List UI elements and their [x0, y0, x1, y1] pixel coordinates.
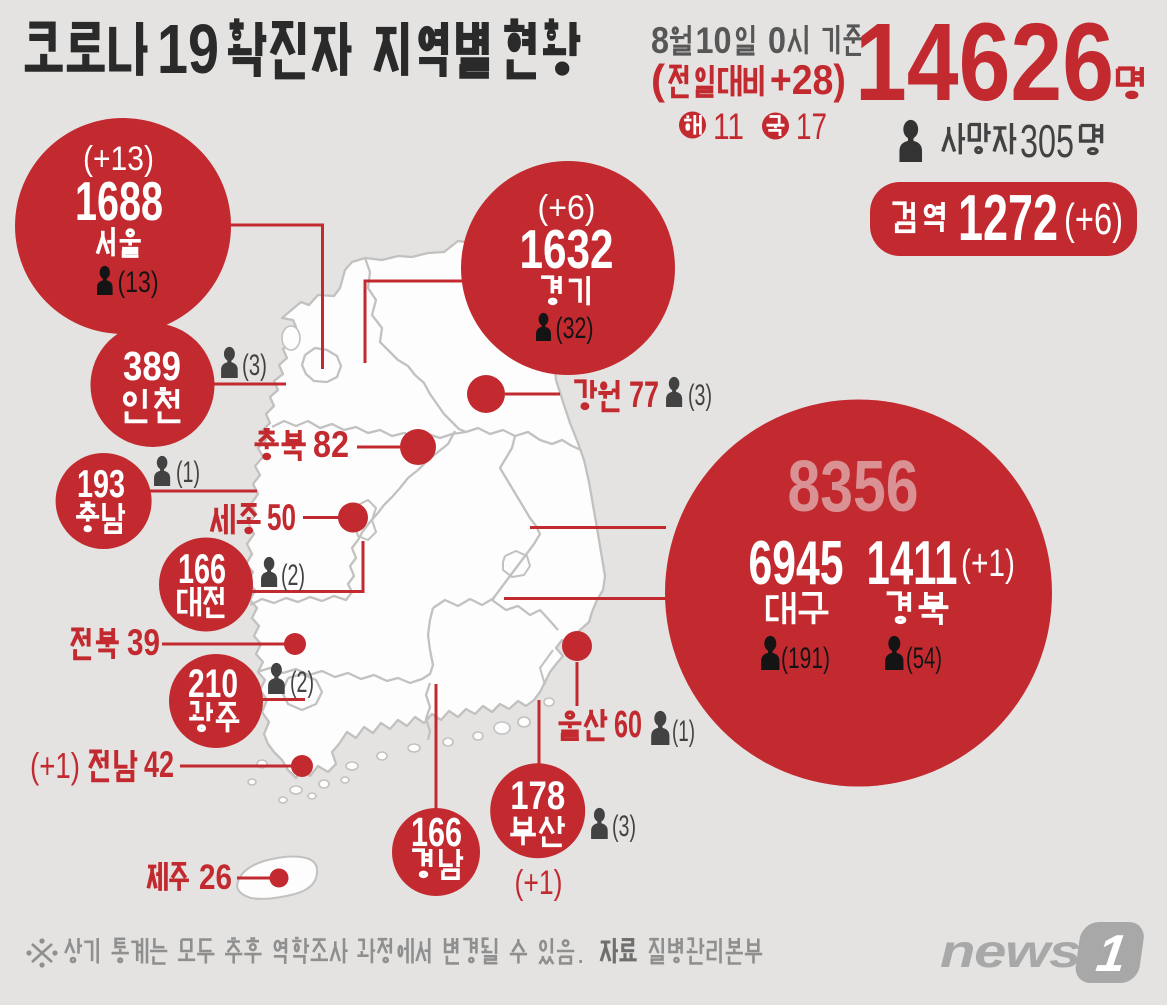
svg-text:0: 0	[768, 20, 786, 61]
svg-text:166: 166	[411, 809, 462, 855]
svg-text:(191): (191)	[781, 642, 830, 675]
svg-text:news: news	[940, 925, 1081, 977]
svg-text:6945: 6945	[749, 529, 844, 598]
svg-text:166: 166	[178, 545, 226, 592]
svg-text:39: 39	[127, 622, 160, 663]
svg-text:10: 10	[696, 20, 732, 61]
svg-text:210: 210	[188, 662, 238, 706]
svg-text:14626: 14626	[855, 1, 1114, 124]
svg-text:(1): (1)	[176, 456, 200, 489]
svg-text:(+1): (+1)	[515, 864, 563, 902]
svg-text:389: 389	[123, 343, 181, 389]
svg-text:(: (	[651, 56, 665, 103]
svg-text:1632: 1632	[520, 218, 614, 280]
svg-text:(32): (32)	[556, 312, 594, 345]
svg-text:.: .	[577, 938, 585, 969]
svg-text:8356: 8356	[788, 447, 919, 527]
svg-text:1411: 1411	[867, 529, 958, 598]
svg-text:(+6): (+6)	[1064, 195, 1123, 244]
svg-text:60: 60	[614, 704, 642, 746]
svg-text:42: 42	[144, 744, 174, 785]
svg-text:(2): (2)	[281, 559, 305, 592]
svg-text:+28): +28)	[770, 56, 846, 103]
svg-text:(13): (13)	[118, 266, 159, 299]
svg-text:82: 82	[313, 424, 349, 465]
svg-text:305: 305	[1020, 115, 1074, 167]
svg-text:26: 26	[199, 858, 232, 897]
svg-text:11: 11	[713, 106, 744, 147]
svg-text:1272: 1272	[958, 181, 1058, 254]
svg-text:(+1): (+1)	[961, 543, 1015, 585]
svg-text:1688: 1688	[75, 170, 163, 232]
svg-text:178: 178	[510, 774, 565, 818]
svg-text:(2): (2)	[290, 666, 314, 699]
svg-text:(3): (3)	[612, 810, 636, 843]
svg-text:19: 19	[157, 10, 219, 88]
svg-text:(3): (3)	[688, 379, 712, 412]
svg-text:17: 17	[796, 106, 827, 147]
svg-text:8: 8	[651, 20, 669, 61]
svg-text:(54): (54)	[906, 642, 942, 675]
svg-text:77: 77	[629, 374, 659, 415]
svg-text:(+1): (+1)	[30, 745, 80, 786]
svg-text:(3): (3)	[242, 349, 267, 382]
svg-text:(+13): (+13)	[83, 140, 154, 178]
svg-text:50: 50	[267, 497, 296, 538]
svg-text:(1): (1)	[672, 715, 695, 748]
svg-text:193: 193	[77, 463, 125, 506]
svg-text:(+6): (+6)	[538, 189, 596, 227]
